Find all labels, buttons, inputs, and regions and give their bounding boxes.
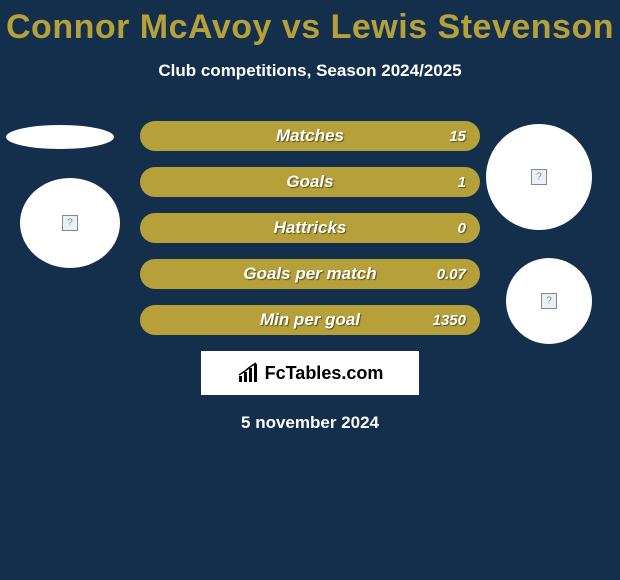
decor-ellipse-left — [6, 125, 114, 149]
stat-row-goals: Goals 1 — [140, 167, 480, 197]
placeholder-icon — [62, 215, 78, 231]
stat-row-mpg: Min per goal 1350 — [140, 305, 480, 335]
brand-badge: FcTables.com — [201, 351, 419, 395]
stat-value: 1350 — [433, 312, 466, 329]
brand-text: FcTables.com — [265, 363, 384, 384]
decor-circle-right-top — [486, 124, 592, 230]
stat-row-gpm: Goals per match 0.07 — [140, 259, 480, 289]
page-title: Connor McAvoy vs Lewis Stevenson — [0, 0, 620, 47]
brand-chart-icon — [237, 362, 259, 384]
date-text: 5 november 2024 — [0, 413, 620, 433]
stat-value: 0.07 — [437, 266, 466, 283]
subtitle: Club competitions, Season 2024/2025 — [0, 61, 620, 81]
stat-label: Min per goal — [260, 310, 360, 330]
decor-circle-left — [20, 178, 120, 268]
stat-label: Goals per match — [243, 264, 376, 284]
stat-label: Matches — [276, 126, 344, 146]
stat-value: 0 — [458, 220, 466, 237]
stat-value: 15 — [449, 128, 466, 145]
stat-row-matches: Matches 15 — [140, 121, 480, 151]
stats-container: Matches 15 Goals 1 Hattricks 0 Goals per… — [140, 121, 480, 335]
stat-row-hattricks: Hattricks 0 — [140, 213, 480, 243]
decor-circle-right-bottom — [506, 258, 592, 344]
stat-label: Goals — [286, 172, 333, 192]
placeholder-icon — [541, 293, 557, 309]
placeholder-icon — [531, 169, 547, 185]
stat-value: 1 — [458, 174, 466, 191]
stat-label: Hattricks — [274, 218, 347, 238]
